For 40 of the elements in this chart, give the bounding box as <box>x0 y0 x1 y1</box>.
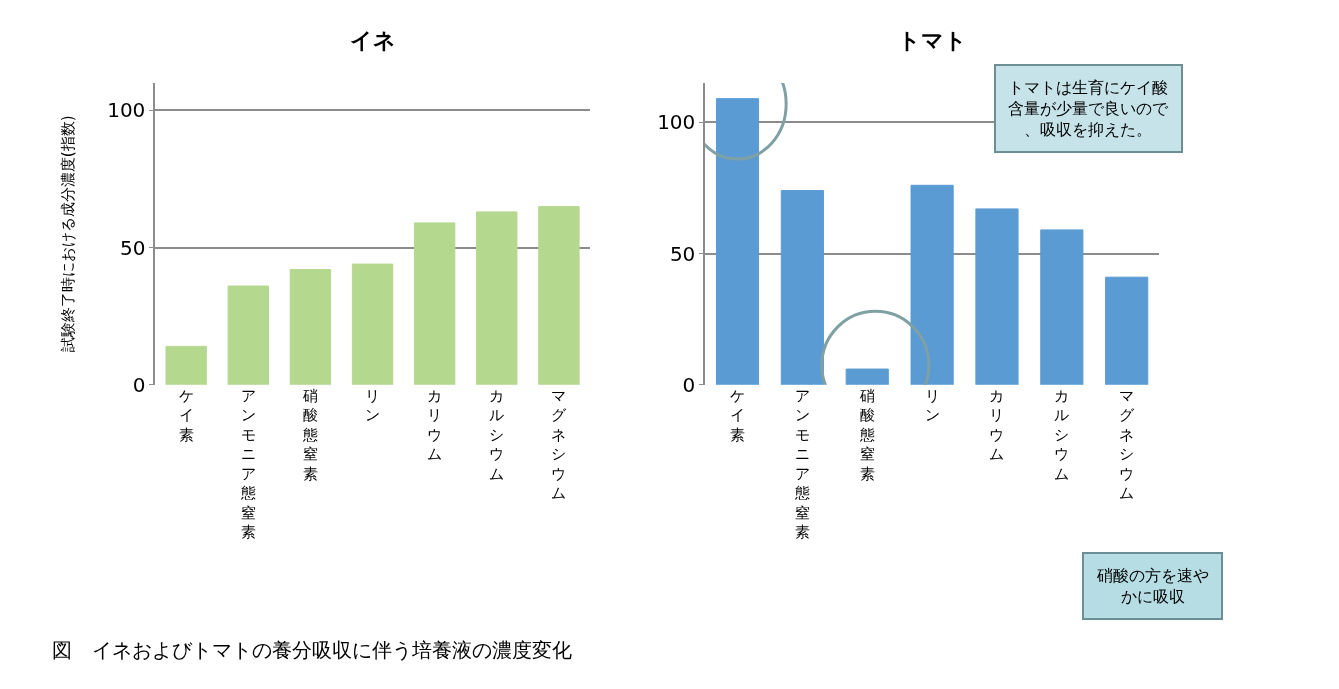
bar <box>413 222 456 385</box>
y-tick-label: 50 <box>119 235 146 260</box>
x-tick-label: リン <box>365 386 381 425</box>
chart-title: イネ <box>350 28 396 53</box>
x-tick-label: カリウム <box>989 386 1005 464</box>
x-tick-label: アンモニア態窒素 <box>793 386 810 542</box>
bar <box>845 368 889 385</box>
y-tick-label: 100 <box>657 110 696 135</box>
y-tick-label: 100 <box>107 98 146 123</box>
x-tick-label: 硝酸態窒素 <box>301 386 318 483</box>
text: 硝酸の方を速やかに吸収 <box>1096 566 1209 606</box>
y-axis-title: 試験終了時における成分濃度(指数) <box>58 115 77 353</box>
bar <box>910 184 954 385</box>
bar <box>538 205 580 385</box>
bar <box>1040 229 1084 385</box>
bar <box>165 345 207 385</box>
y-tick-label: 0 <box>682 372 696 397</box>
bar <box>351 263 394 385</box>
x-tick-label: カルシウム <box>1054 386 1070 483</box>
bar <box>715 98 760 385</box>
text: 図 イネおよびトマトの養分吸収に伴う培養液の濃度変化 <box>52 638 572 662</box>
x-tick-label: カリウム <box>427 386 443 464</box>
x-tick-label: マグネシウム <box>551 386 568 503</box>
chart-title: トマト <box>898 28 967 53</box>
bar <box>975 208 1019 385</box>
x-tick-label: ケイ素 <box>730 386 746 444</box>
x-tick-label: カルシウム <box>489 386 505 483</box>
bar <box>227 285 269 385</box>
x-tick-label: リン <box>924 386 940 425</box>
bar <box>780 190 824 385</box>
x-tick-label: 硝酸態窒素 <box>858 386 875 483</box>
x-tick-label: アンモニア態窒素 <box>239 386 256 542</box>
bar <box>289 269 332 385</box>
x-tick-label: ケイ素 <box>178 386 194 444</box>
x-tick-label: マグネシウム <box>1119 386 1136 503</box>
annotation: トマトは生育にケイ酸含量が少量で良いので、吸収を抑えた。 <box>1008 78 1169 139</box>
bar <box>476 211 518 385</box>
y-tick-label: 0 <box>132 372 146 397</box>
y-tick-label: 50 <box>669 241 696 266</box>
bar <box>1105 276 1149 385</box>
